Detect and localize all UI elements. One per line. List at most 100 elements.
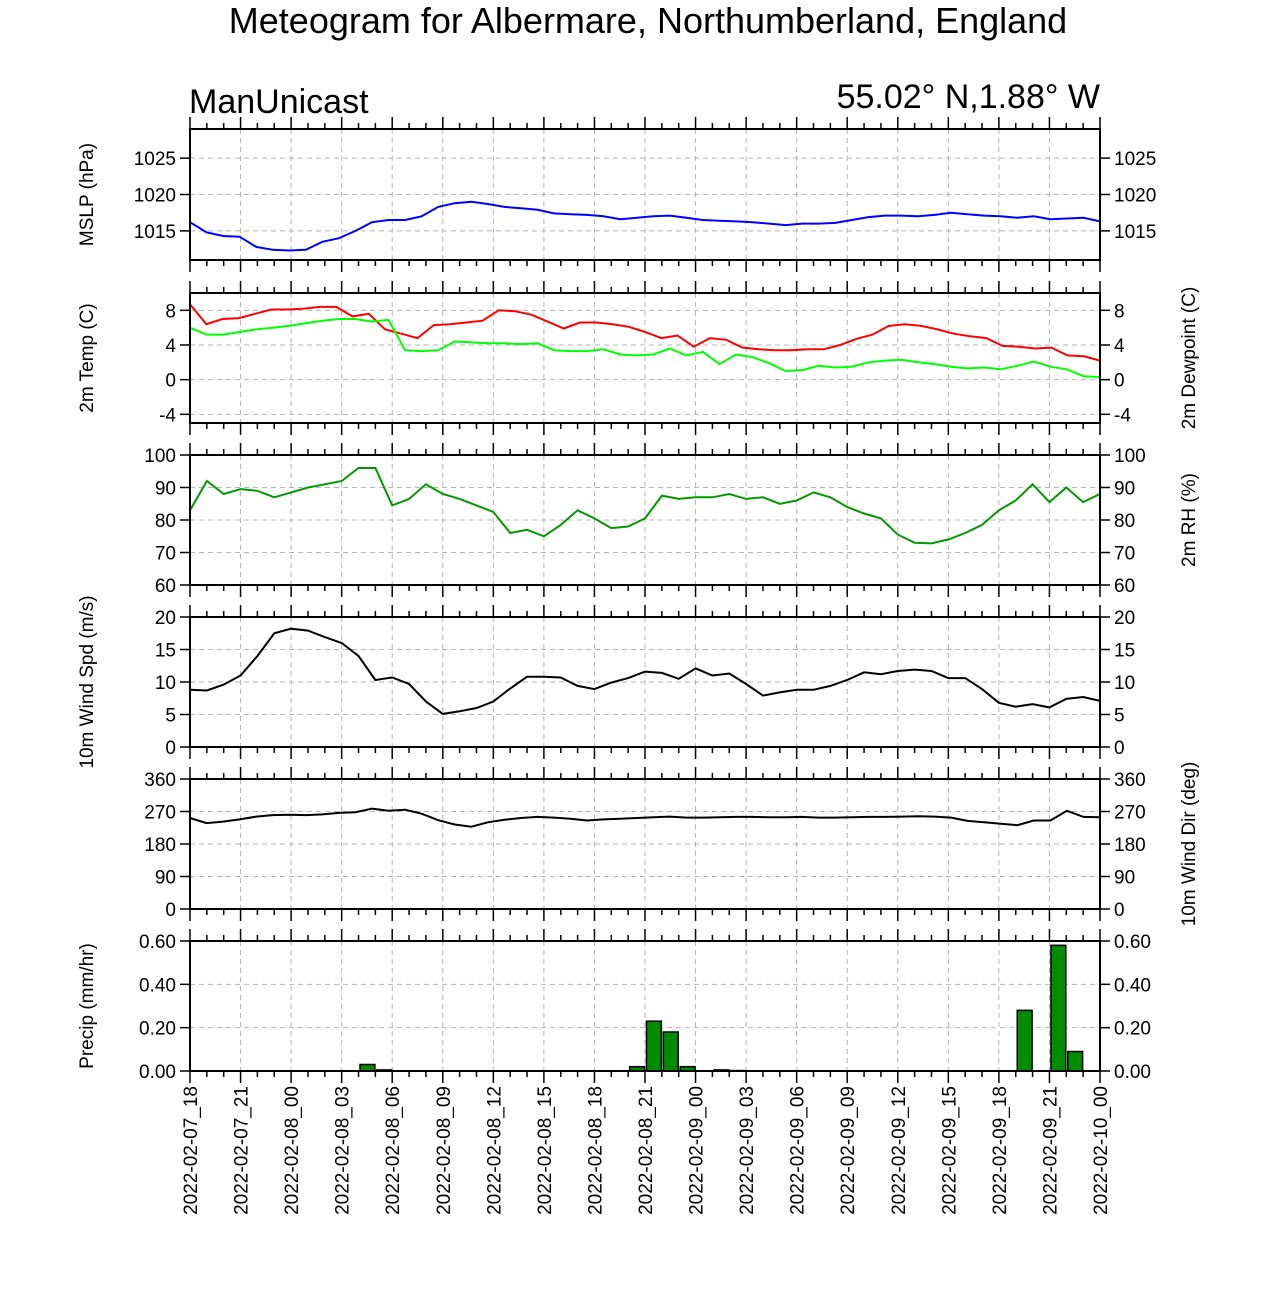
y-tick-label: 180 [144,835,176,856]
y-tick-label: 15 [155,641,176,662]
x-tick-label: 2022-02-09_09 [838,1086,859,1215]
mslp-panel: 1015 1015 1020 1020 1025 1025 MSLP (hPa) [77,117,1156,272]
x-tick-label: 2022-02-09_12 [889,1086,910,1215]
x-tick-label: 2022-02-08_18 [585,1086,606,1215]
temperature-panel: -4 -4 0 0 4 4 8 8 2m Temp (C) 2m Dewpoint (C) [77,281,1200,435]
y-tick-label: 8 [165,301,176,322]
y-tick-label: -4 [159,405,176,426]
wind-speed-panel: 0 0 5 5 10 10 15 15 20 20 10m Wind Spd (m/s) [77,595,1135,768]
y-tick-label: 5 [1114,706,1125,727]
y-axis-title-left: MSLP (hPa) [77,143,98,246]
y-tick-label: 0.60 [139,932,176,953]
rh-line [189,467,1101,545]
y-tick-label: 80 [1114,511,1135,532]
x-tick-label: 2022-02-07_18 [181,1086,202,1215]
y-tick-label: 4 [1114,336,1125,357]
y-tick-label: 0 [165,738,176,759]
x-tick-label: 2022-02-08_15 [535,1086,556,1215]
y-tick-label: 90 [1114,479,1135,500]
y-tick-label: 1015 [134,222,176,243]
x-tick-label: 2022-02-08_12 [484,1086,505,1215]
y-tick-label: 0.60 [1114,932,1151,953]
x-tick-label: 2022-02-09_21 [1040,1086,1061,1215]
y-tick-label: 15 [1114,641,1135,662]
y-tick-label: 0 [1114,900,1125,921]
y-axis-title-left: 10m Wind Spd (m/s) [77,595,98,768]
x-tick-label: 2022-02-09_18 [990,1086,1011,1215]
y-axis-title-left: Precip (mm/hr) [77,943,98,1069]
x-tick-label: 2022-02-09_03 [737,1086,758,1215]
y-tick-label: 0.40 [139,975,176,996]
y-tick-label: 10 [155,673,176,694]
y-tick-label: 1025 [134,149,176,170]
precip-bar [645,1020,663,1072]
y-axis-title-left: 2m Temp (C) [77,303,98,412]
y-tick-label: 180 [1114,835,1146,856]
model-name: ManUnicast [189,83,369,121]
x-tick-label: 2022-02-10_00 [1091,1086,1112,1215]
y-tick-label: 100 [144,446,176,467]
y-tick-label: 80 [155,511,176,532]
y-tick-label: 10 [1114,673,1135,694]
temperature-line [189,303,1101,362]
y-tick-label: 270 [144,803,176,824]
y-tick-label: 270 [1114,803,1146,824]
y-tick-label: 0 [1114,371,1125,392]
y-tick-label: 90 [1114,868,1135,889]
y-tick-label: 1025 [1114,149,1156,170]
y-tick-label: -4 [1114,405,1131,426]
y-tick-label: 0 [165,900,176,921]
y-tick-label: 60 [155,576,176,597]
y-tick-label: 0.20 [139,1019,176,1040]
x-tick-label: 2022-02-08_06 [383,1086,404,1215]
wind-direction-line [189,807,1101,828]
y-tick-label: 1015 [1114,222,1156,243]
x-tick-label: 2022-02-08_21 [636,1086,657,1215]
x-tick-label: 2022-02-07_21 [232,1086,253,1215]
y-tick-label: 70 [155,544,176,565]
y-tick-label: 1020 [1114,186,1156,207]
precip-panel: 0.00 0.00 0.20 0.20 0.40 0.40 0.60 0.60 Precip (… [77,929,1151,1083]
y-tick-label: 360 [144,770,176,791]
rh-panel: 60 60 70 70 80 80 90 90 100 100 2m RH (%) [144,443,1200,597]
y-tick-label: 360 [1114,770,1146,791]
precip-bar [1016,1009,1033,1072]
y-tick-label: 0.40 [1114,975,1151,996]
y-tick-label: 0.00 [1114,1062,1151,1083]
y-tick-label: 0 [165,371,176,392]
x-axis-labels: 2022-02-07_18 2022-02-07_21 2022-02-08_00 2… [181,1086,1112,1215]
precip-bar [1067,1050,1084,1072]
x-tick-label: 2022-02-08_09 [434,1086,455,1215]
y-tick-label: 20 [1114,608,1135,629]
y-tick-label: 70 [1114,544,1135,565]
y-tick-label: 20 [155,608,176,629]
y-tick-label: 8 [1114,301,1125,322]
y-tick-label: 60 [1114,576,1135,597]
precip-bar [1050,944,1067,1072]
dewpoint-line [189,318,1101,379]
y-tick-label: 1020 [134,186,176,207]
wind-direction-panel: 0 0 90 90 180 180 270 270 360 360 10m Wind Dir (de… [144,762,1200,927]
y-tick-label: 0.00 [139,1062,176,1083]
chart-title: Meteogram for Albermare, Northumberland,… [229,0,1067,41]
x-tick-label: 2022-02-09_15 [939,1086,960,1215]
y-tick-label: 0.20 [1114,1019,1151,1040]
mslp-line [189,200,1101,252]
wind-speed-line [189,627,1101,715]
x-tick-label: 2022-02-09_00 [687,1086,708,1215]
y-tick-label: 4 [165,336,176,357]
y-axis-title-right: 10m Wind Dir (deg) [1179,762,1200,927]
y-tick-label: 0 [1114,738,1125,759]
x-tick-label: 2022-02-08_03 [333,1086,354,1215]
y-tick-label: 90 [155,479,176,500]
y-tick-label: 90 [155,868,176,889]
precip-bar [662,1031,679,1072]
y-axis-title-right: 2m Dewpoint (C) [1179,287,1200,430]
y-tick-label: 5 [165,706,176,727]
y-tick-label: 100 [1114,446,1146,467]
x-tick-label: 2022-02-09_06 [788,1086,809,1215]
y-axis-title-right: 2m RH (%) [1179,473,1200,567]
x-tick-label: 2022-02-08_00 [282,1086,303,1215]
